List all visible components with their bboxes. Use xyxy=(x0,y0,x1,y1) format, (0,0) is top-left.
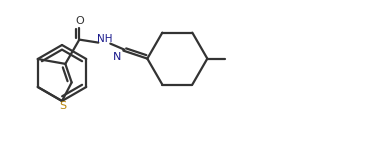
Text: NH: NH xyxy=(97,34,112,44)
Text: S: S xyxy=(59,101,66,111)
Text: O: O xyxy=(75,16,84,26)
Text: N: N xyxy=(113,52,122,62)
